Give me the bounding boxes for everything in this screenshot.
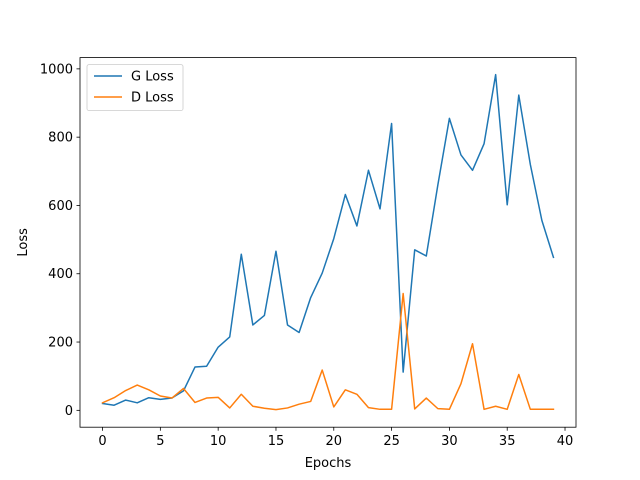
plot-frame [79,57,577,428]
y-tick-label: 0 [65,404,73,419]
x-tick-label: 40 [557,434,574,449]
legend-label-g-loss: G Loss [131,70,174,85]
y-axis-label: Loss [16,228,31,257]
x-tick-label: 20 [326,434,343,449]
x-axis-ticks: 0 5 10 15 20 25 30 35 40 [98,427,573,449]
series-line-g-loss [101,73,555,406]
x-axis-label: Epochs [305,456,352,471]
x-tick-label: 10 [210,434,227,449]
y-tick-label: 1000 [40,62,73,77]
y-tick-label: 200 [48,336,73,351]
series-lines [101,73,555,411]
plot-area [80,57,576,428]
x-tick-label: 35 [499,434,516,449]
y-tick-label: 600 [48,199,73,214]
x-tick-label: 25 [383,434,400,449]
x-tick-label: 30 [441,434,458,449]
legend-label-d-loss: D Loss [131,91,174,106]
x-tick-label: 15 [268,434,285,449]
y-tick-label: 400 [48,267,73,282]
y-tick-label: 800 [48,131,73,146]
x-tick-label: 5 [156,434,164,449]
series-line-d-loss [101,292,555,411]
x-tick-label: 0 [98,434,106,449]
y-axis-ticks: 0 200 400 600 800 1000 [40,62,80,419]
legend: G Loss D Loss [86,64,184,111]
